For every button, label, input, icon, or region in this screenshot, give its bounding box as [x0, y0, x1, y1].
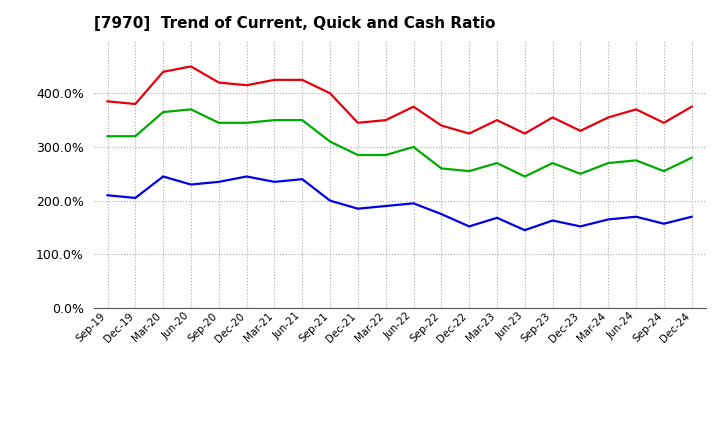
Quick Ratio — [382, 152, 390, 158]
Cash Ratio — [242, 174, 251, 179]
Current Ratio — [215, 80, 223, 85]
Cash Ratio — [688, 214, 696, 220]
Cash Ratio — [186, 182, 195, 187]
Cash Ratio — [103, 193, 112, 198]
Quick Ratio — [103, 134, 112, 139]
Cash Ratio — [215, 179, 223, 184]
Text: [7970]  Trend of Current, Quick and Cash Ratio: [7970] Trend of Current, Quick and Cash … — [94, 16, 495, 32]
Cash Ratio — [354, 206, 362, 211]
Quick Ratio — [159, 110, 168, 115]
Line: Quick Ratio: Quick Ratio — [107, 110, 692, 176]
Quick Ratio — [186, 107, 195, 112]
Current Ratio — [131, 101, 140, 106]
Quick Ratio — [492, 161, 501, 166]
Cash Ratio — [409, 201, 418, 206]
Current Ratio — [604, 115, 613, 120]
Current Ratio — [325, 91, 334, 96]
Current Ratio — [298, 77, 307, 82]
Current Ratio — [576, 128, 585, 133]
Cash Ratio — [298, 176, 307, 182]
Cash Ratio — [382, 203, 390, 209]
Quick Ratio — [242, 120, 251, 125]
Quick Ratio — [631, 158, 640, 163]
Current Ratio — [521, 131, 529, 136]
Quick Ratio — [298, 117, 307, 123]
Current Ratio — [103, 99, 112, 104]
Current Ratio — [159, 69, 168, 74]
Quick Ratio — [465, 169, 474, 174]
Quick Ratio — [215, 120, 223, 125]
Current Ratio — [354, 120, 362, 125]
Current Ratio — [631, 107, 640, 112]
Quick Ratio — [688, 155, 696, 160]
Line: Current Ratio: Current Ratio — [107, 66, 692, 134]
Current Ratio — [409, 104, 418, 109]
Cash Ratio — [492, 215, 501, 220]
Quick Ratio — [325, 139, 334, 144]
Quick Ratio — [521, 174, 529, 179]
Cash Ratio — [159, 174, 168, 179]
Quick Ratio — [604, 161, 613, 166]
Cash Ratio — [631, 214, 640, 220]
Quick Ratio — [270, 117, 279, 123]
Cash Ratio — [437, 211, 446, 216]
Quick Ratio — [437, 166, 446, 171]
Current Ratio — [660, 120, 668, 125]
Cash Ratio — [465, 224, 474, 229]
Current Ratio — [465, 131, 474, 136]
Cash Ratio — [325, 198, 334, 203]
Quick Ratio — [131, 134, 140, 139]
Cash Ratio — [604, 217, 613, 222]
Current Ratio — [437, 123, 446, 128]
Current Ratio — [270, 77, 279, 82]
Line: Cash Ratio: Cash Ratio — [107, 176, 692, 230]
Current Ratio — [549, 115, 557, 120]
Cash Ratio — [521, 227, 529, 233]
Cash Ratio — [576, 224, 585, 229]
Cash Ratio — [131, 195, 140, 201]
Cash Ratio — [660, 221, 668, 226]
Current Ratio — [382, 117, 390, 123]
Cash Ratio — [270, 179, 279, 184]
Current Ratio — [242, 83, 251, 88]
Quick Ratio — [660, 169, 668, 174]
Current Ratio — [186, 64, 195, 69]
Quick Ratio — [549, 161, 557, 166]
Quick Ratio — [354, 152, 362, 158]
Quick Ratio — [409, 144, 418, 150]
Cash Ratio — [549, 218, 557, 223]
Quick Ratio — [576, 171, 585, 176]
Current Ratio — [688, 104, 696, 109]
Current Ratio — [492, 117, 501, 123]
